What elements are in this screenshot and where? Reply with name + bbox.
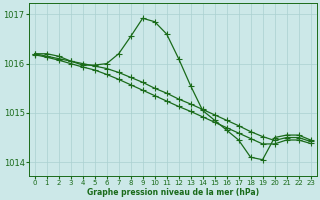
X-axis label: Graphe pression niveau de la mer (hPa): Graphe pression niveau de la mer (hPa) — [87, 188, 259, 197]
